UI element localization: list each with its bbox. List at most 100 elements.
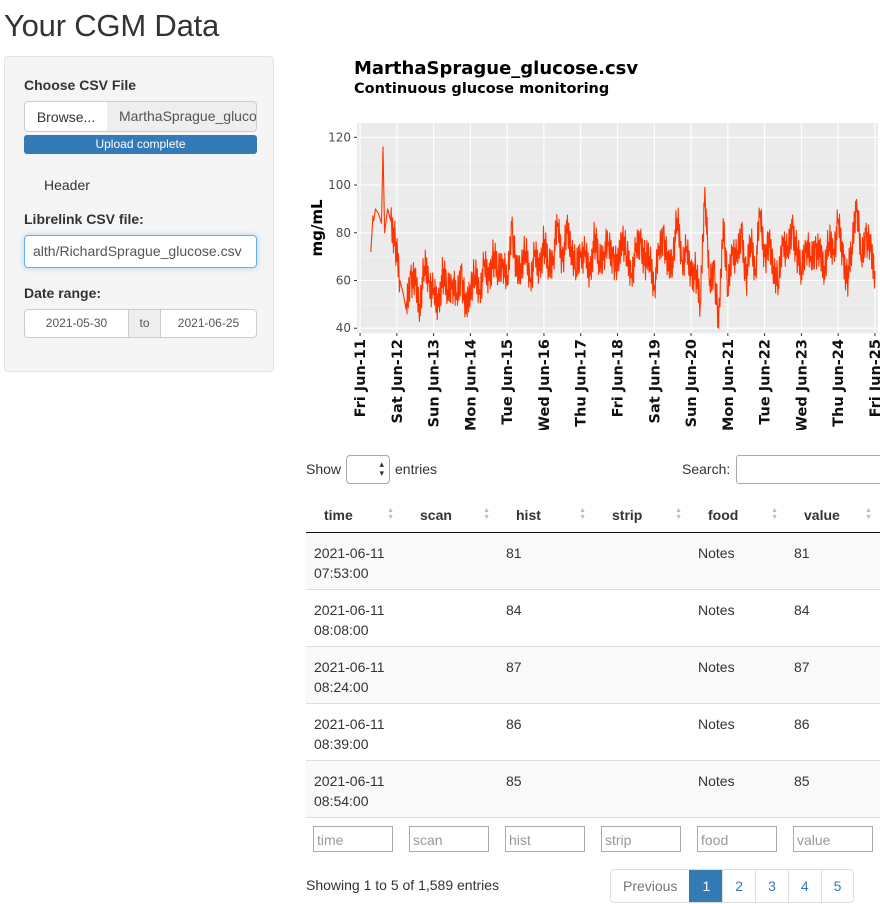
search-input[interactable] <box>736 455 880 484</box>
x-tick-label: Sat Jun-12 <box>390 339 406 423</box>
column-header-time[interactable]: time ▲ ▼ <box>306 498 402 533</box>
table-row[interactable]: 2021-06-11 08:24:00 87 Notes 87 <box>306 645 880 703</box>
y-tick-label: 60 <box>336 274 351 288</box>
pagination-page-4[interactable]: 4 <box>787 870 821 902</box>
column-header-value[interactable]: value ▲ ▼ <box>786 498 880 533</box>
cell-text: 08:24:00 <box>314 678 369 695</box>
x-tick-label: Sun Jun-13 <box>427 339 443 427</box>
table-row[interactable]: 2021-06-11 08:39:00 86 Notes 86 <box>306 702 880 760</box>
cell-value: 86 <box>786 702 880 760</box>
sort-icon: ▲ ▼ <box>483 507 490 521</box>
filter-input-hist[interactable]: hist <box>505 825 585 852</box>
choose-file-label: Choose CSV File <box>24 77 137 93</box>
cell-value: 84 <box>786 588 880 646</box>
cell-food: Notes <box>690 645 786 703</box>
pagination-page-3[interactable]: 3 <box>755 870 788 902</box>
sidebar-panel: Choose CSV File Browse... MarthaSprague_… <box>4 56 274 372</box>
cell-time: 2021-06-11 08:39:00 <box>306 702 402 760</box>
cell-food: Notes <box>690 531 786 589</box>
cell-text: Notes <box>698 658 735 675</box>
browse-button[interactable]: Browse... <box>24 101 108 132</box>
cell-text: Notes <box>698 601 735 618</box>
filter-cell: value <box>786 816 880 857</box>
cell-text: 07:53:00 <box>314 564 369 581</box>
chart-subtitle: Continuous glucose monitoring <box>354 81 609 97</box>
pagination: Previous 1 2 3 4 5 <box>610 869 855 903</box>
header-checkbox-label[interactable]: Header <box>44 177 90 193</box>
upload-progress-bar: Upload complete <box>24 135 257 154</box>
cell-text: 85 <box>794 772 810 789</box>
pagination-page-5[interactable]: 5 <box>820 870 854 902</box>
cell-value: 85 <box>786 759 880 817</box>
sort-icon: ▲ ▼ <box>675 507 682 521</box>
pagination-page-1[interactable]: 1 <box>689 870 723 902</box>
cell-text: 81 <box>794 544 810 561</box>
cell-text: 2021-06-11 <box>314 544 385 561</box>
filter-input-value[interactable]: value <box>793 825 873 852</box>
filter-cell: scan <box>402 816 498 857</box>
date-start-input[interactable]: 2021-05-30 <box>24 309 129 338</box>
sort-icon: ▲ ▼ <box>579 507 586 521</box>
cell-text: 08:54:00 <box>314 792 369 809</box>
cell-text: 87 <box>794 658 810 675</box>
cell-hist: 84 <box>498 588 594 646</box>
sort-icon: ▲ ▼ <box>865 507 872 521</box>
filter-input-scan[interactable]: scan <box>409 825 489 852</box>
table-controls: Show ▴ ▾ entries Search: <box>306 455 880 485</box>
file-name-field: MarthaSprague_glucose.csv <box>107 101 257 132</box>
cell-text: 87 <box>506 658 522 675</box>
cell-strip <box>594 645 690 703</box>
cell-text: Notes <box>698 715 735 732</box>
column-header-scan[interactable]: scan ▲ ▼ <box>402 498 498 533</box>
column-header-label: value <box>804 506 840 523</box>
x-tick-label: Tue Jun-22 <box>758 339 774 425</box>
entries-length-select[interactable]: ▴ ▾ <box>346 455 390 484</box>
filter-cell: time <box>306 816 402 857</box>
pagination-page-2[interactable]: 2 <box>722 870 755 902</box>
select-arrows-icon: ▴ ▾ <box>379 459 384 478</box>
librelink-input[interactable]: alth/RichardSprague_glucose.csv <box>24 235 257 268</box>
sort-icon: ▲ ▼ <box>771 507 778 521</box>
cell-time: 2021-06-11 07:53:00 <box>306 531 402 589</box>
column-header-strip[interactable]: strip ▲ ▼ <box>594 498 690 533</box>
cell-value: 87 <box>786 645 880 703</box>
y-tick-label: 120 <box>328 130 351 144</box>
file-input-group: Browse... MarthaSprague_glucose.csv <box>24 101 257 132</box>
cell-text: 2021-06-11 <box>314 715 385 732</box>
x-tick-label: Wed Jun-16 <box>537 339 553 430</box>
column-header-hist[interactable]: hist ▲ ▼ <box>498 498 594 533</box>
cell-text: Notes <box>698 544 735 561</box>
cell-text: 08:08:00 <box>314 621 369 638</box>
cell-value: 81 <box>786 531 880 589</box>
cell-time: 2021-06-11 08:24:00 <box>306 645 402 703</box>
filter-input-food[interactable]: food <box>697 825 777 852</box>
cell-scan <box>402 645 498 703</box>
x-tick-label: Sun Jun-20 <box>684 339 700 427</box>
filter-input-strip[interactable]: strip <box>601 825 681 852</box>
x-tick-label: Thu Jun-17 <box>574 339 590 427</box>
cell-text: 2021-06-11 <box>314 772 385 789</box>
cell-scan <box>402 588 498 646</box>
filter-cell: food <box>690 816 786 857</box>
pagination-previous[interactable]: Previous <box>623 878 678 894</box>
x-tick-label: Sat Jun-19 <box>647 339 663 423</box>
search-label: Search: <box>682 461 731 477</box>
date-end-input[interactable]: 2021-06-25 <box>160 309 257 338</box>
show-label: Show <box>306 461 342 477</box>
column-header-label: hist <box>516 506 541 523</box>
date-range-label: Date range: <box>24 285 102 301</box>
table-row[interactable]: 2021-06-11 08:08:00 84 Notes 84 <box>306 588 880 646</box>
column-header-food[interactable]: food ▲ ▼ <box>690 498 786 533</box>
cell-text: 86 <box>506 715 522 732</box>
x-tick-label: Fri Jun-11 <box>353 339 369 417</box>
glucose-series-line <box>370 146 876 329</box>
filter-input-time[interactable]: time <box>313 825 393 852</box>
cell-hist: 81 <box>498 531 594 589</box>
cell-text: 2021-06-11 <box>314 658 385 675</box>
page-title: Your CGM Data <box>4 8 220 43</box>
cell-text: 85 <box>506 772 522 789</box>
table-row[interactable]: 2021-06-11 07:53:00 81 Notes 81 <box>306 531 880 589</box>
table-row[interactable]: 2021-06-11 08:54:00 85 Notes 85 <box>306 759 880 817</box>
glucose-chart: MarthaSprague_glucose.csv Continuous gluc… <box>308 58 880 430</box>
column-header-label: time <box>324 506 353 523</box>
